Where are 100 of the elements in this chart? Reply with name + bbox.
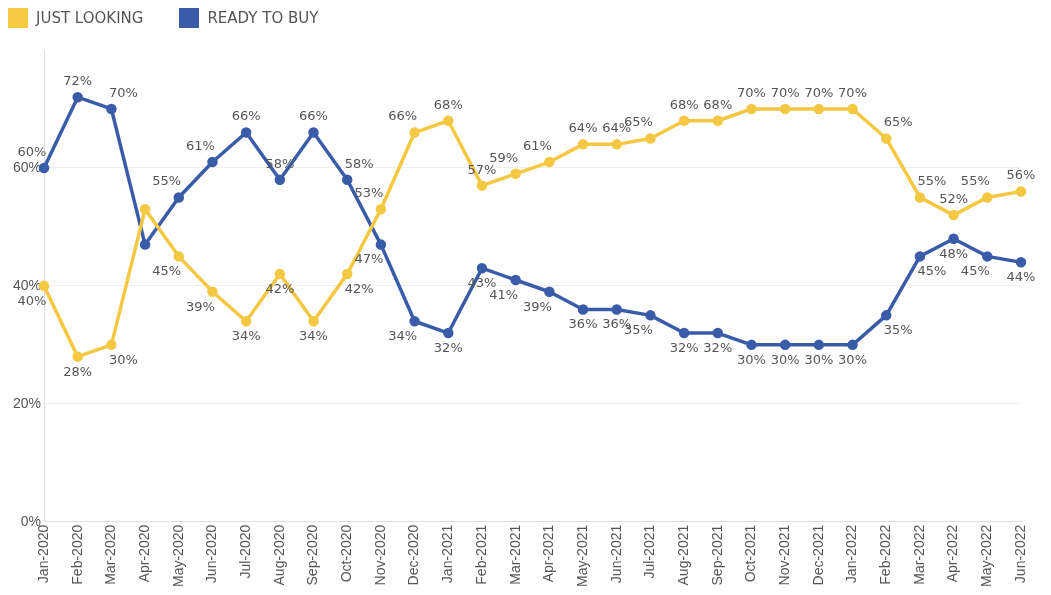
point — [948, 209, 959, 221]
data-label: 55% — [152, 173, 182, 189]
data-label: 65% — [883, 114, 913, 130]
x-tick-label: Apr-2020 — [135, 524, 152, 583]
point — [308, 316, 319, 327]
point — [678, 327, 690, 339]
data-label: 56% — [1006, 167, 1036, 183]
data-label: 30% — [804, 351, 834, 367]
legend-label: JUST LOOKING — [34, 8, 144, 28]
data-label: 55% — [917, 173, 947, 189]
point — [982, 192, 993, 203]
y-tick-label: 40% — [12, 276, 42, 293]
y-tick-label: 60% — [12, 158, 42, 175]
point — [106, 103, 117, 115]
x-tick-label: Mar-2021 — [506, 524, 523, 585]
point — [813, 103, 825, 115]
point — [1015, 257, 1027, 268]
point — [1015, 186, 1027, 197]
legend-label: READY TO BUY — [206, 8, 319, 28]
point — [611, 304, 622, 315]
point — [106, 339, 117, 351]
x-tick-label: Jan-2021 — [439, 524, 456, 584]
x-tick-label: Aug-2020 — [270, 524, 287, 586]
x-tick-label: Apr-2022 — [944, 524, 961, 583]
data-label: 34% — [299, 328, 328, 344]
data-label: 45% — [152, 263, 182, 279]
data-label: 34% — [388, 328, 418, 344]
data-label: 48% — [939, 245, 969, 261]
data-label: 47% — [354, 251, 384, 267]
point — [72, 91, 83, 103]
x-tick-label: Oct-2021 — [742, 524, 759, 583]
x-tick-label: Jul-2020 — [237, 524, 254, 579]
x-tick-label: Dec-2021 — [809, 524, 826, 586]
data-label: 70% — [838, 84, 868, 100]
x-tick-label: Jun-2020 — [203, 524, 220, 584]
point — [308, 127, 319, 138]
point — [409, 316, 420, 327]
x-tick-label: Dec-2020 — [405, 524, 422, 586]
x-tick-label: Feb-2021 — [472, 524, 489, 585]
point — [240, 127, 252, 138]
point — [240, 316, 252, 327]
point — [914, 251, 926, 262]
y-tick-label: 20% — [12, 394, 42, 411]
point — [712, 115, 724, 127]
x-tick-label: Jun-2022 — [1011, 524, 1028, 584]
data-label: 42% — [344, 280, 374, 296]
x-tick-label: Feb-2020 — [68, 524, 85, 585]
x-tick-label: Jul-2021 — [641, 524, 658, 579]
point — [948, 233, 959, 244]
point — [409, 127, 420, 138]
point — [577, 139, 589, 150]
x-tick-label: Jan-2022 — [843, 524, 860, 584]
point — [274, 268, 286, 280]
x-tick-label: Feb-2022 — [877, 524, 894, 585]
data-label: 59% — [489, 149, 519, 165]
point — [779, 103, 791, 115]
data-label: 28% — [63, 363, 93, 379]
point — [72, 351, 83, 362]
data-label: 61% — [186, 137, 215, 153]
data-label: 70% — [804, 84, 834, 100]
data-label: 32% — [669, 339, 699, 355]
point — [678, 115, 690, 127]
point — [476, 180, 488, 191]
point — [746, 339, 757, 351]
data-label: 66% — [388, 108, 418, 124]
data-label: 52% — [939, 190, 969, 206]
x-tick-label: Oct-2020 — [338, 524, 355, 583]
x-tick-label: Nov-2020 — [371, 524, 388, 586]
data-label: 64% — [568, 120, 598, 136]
point — [645, 310, 656, 321]
point — [577, 304, 589, 315]
point — [375, 239, 387, 250]
x-tick-label: Jun-2021 — [607, 524, 624, 584]
data-label: 30% — [737, 351, 766, 367]
point — [207, 156, 218, 168]
point — [611, 139, 622, 150]
data-label: 32% — [703, 339, 733, 355]
point — [274, 174, 286, 185]
data-label: 45% — [917, 263, 947, 279]
data-label: 66% — [231, 108, 261, 124]
point — [510, 274, 521, 286]
point — [779, 339, 791, 351]
data-label: 70% — [737, 84, 766, 100]
point — [847, 103, 858, 115]
data-label: 72% — [63, 73, 93, 89]
x-tick-label: Mar-2020 — [102, 524, 119, 585]
x-tick-label: Sep-2021 — [708, 524, 725, 586]
x-tick-label: Apr-2021 — [540, 524, 557, 583]
point — [375, 203, 387, 215]
data-label: 58% — [344, 155, 374, 171]
point — [341, 174, 353, 185]
point — [982, 251, 993, 262]
point — [443, 115, 454, 127]
data-label: 44% — [1006, 269, 1036, 285]
data-label: 32% — [433, 339, 463, 355]
data-label: 55% — [960, 173, 990, 189]
point — [476, 262, 488, 274]
point — [645, 133, 656, 144]
data-label: 53% — [354, 185, 384, 201]
data-label: 61% — [522, 137, 552, 153]
